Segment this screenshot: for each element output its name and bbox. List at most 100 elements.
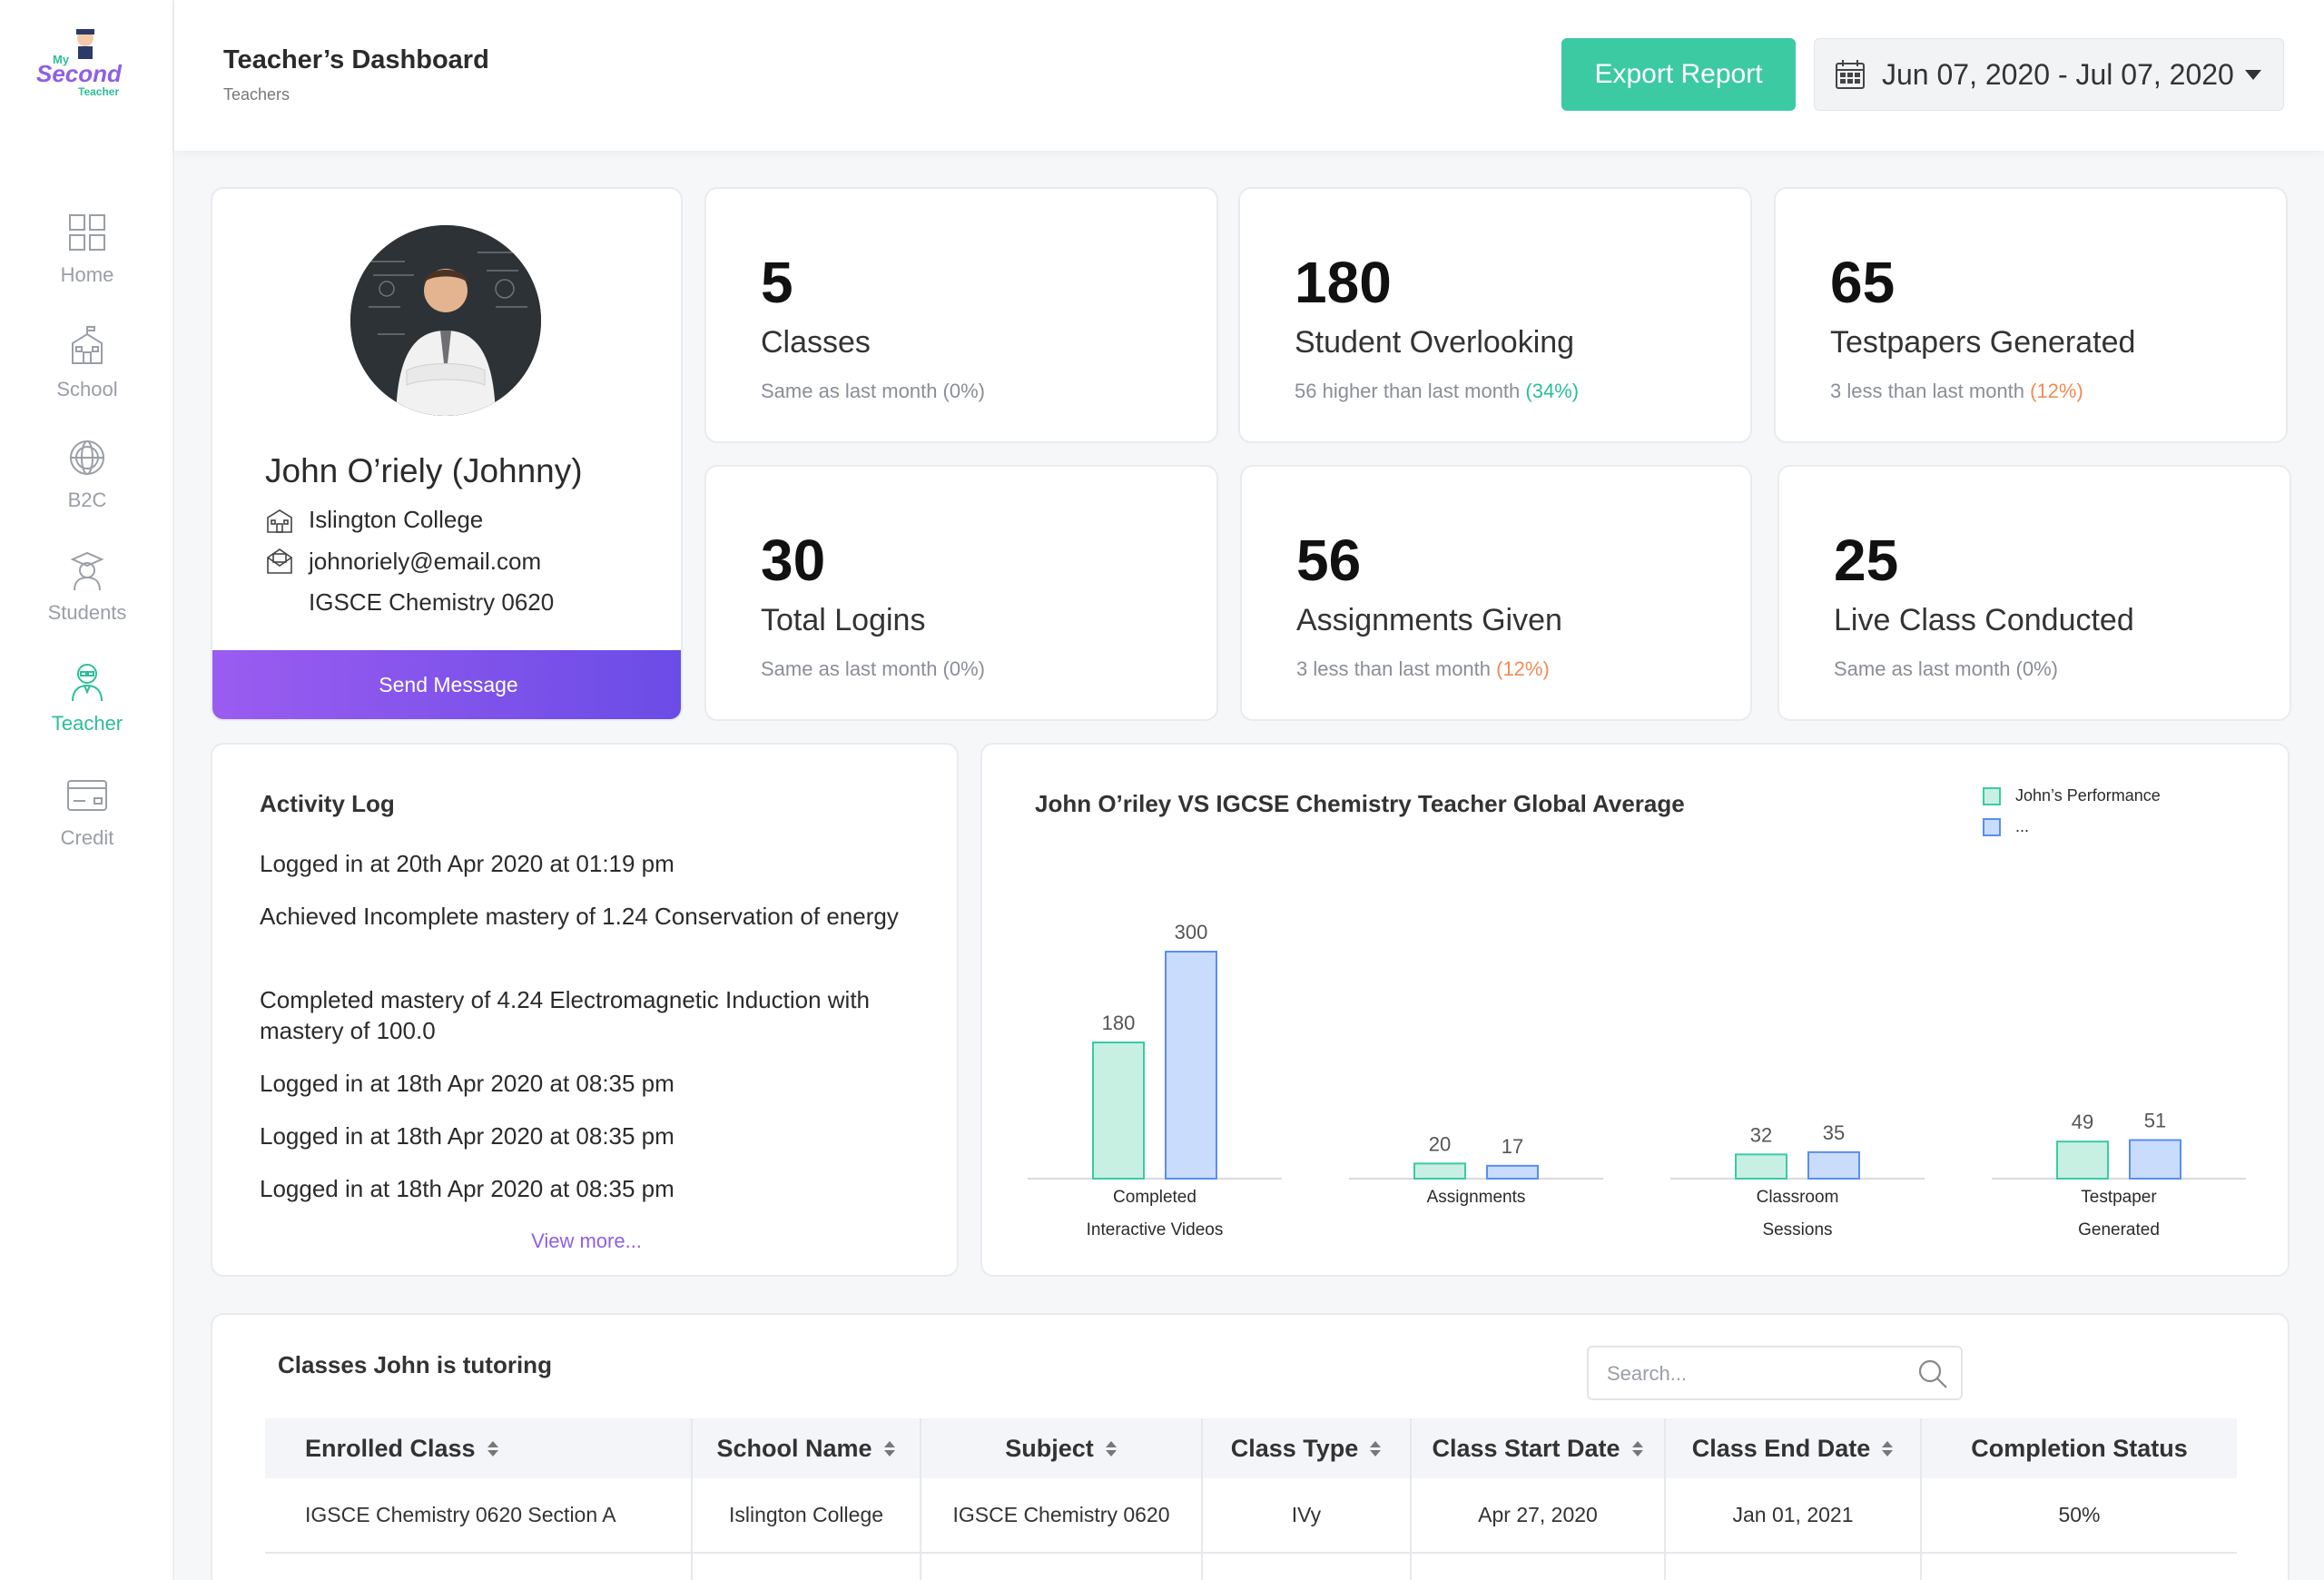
category-label: Completed <box>1113 1188 1196 1207</box>
activity-item: Completed mastery of 4.24 Electromagneti… <box>260 986 871 1044</box>
chart-title: John O’riley VS IGCSE Chemistry Teacher … <box>1035 790 1685 817</box>
sort-icon[interactable] <box>1369 1440 1382 1458</box>
bar[interactable] <box>2129 1139 2181 1180</box>
logo-line1: My <box>53 53 70 66</box>
column-header-class-end-date[interactable]: Class End Date <box>1665 1418 1922 1478</box>
avatar <box>350 225 541 416</box>
teacher-school: Islington College <box>309 505 484 533</box>
search-field[interactable] <box>1587 1346 1963 1400</box>
sort-icon[interactable] <box>487 1440 499 1458</box>
send-message-button[interactable]: Send Message <box>212 650 681 719</box>
bar-value-label: 20 <box>1429 1132 1451 1155</box>
activity-item: Logged in at 18th Apr 2020 at 08:35 pm <box>260 1175 675 1202</box>
bar-value-label: 32 <box>1750 1123 1772 1146</box>
column-header-subject[interactable]: Subject <box>921 1418 1203 1478</box>
stat-subtext: Same as last month (0%) <box>761 657 985 680</box>
category-label: Generated <box>2078 1220 2160 1239</box>
classes-table-card: Classes John is tutoring Enrolled Class … <box>211 1313 2290 1580</box>
sidebar-item-home[interactable]: Home <box>0 211 174 287</box>
search-input[interactable] <box>1607 1358 1906 1389</box>
teacher-name: John O’riely (Johnny) <box>265 452 583 489</box>
globe-icon <box>70 440 104 475</box>
mail-icon <box>267 548 292 574</box>
stat-value: 180 <box>1295 250 1392 315</box>
sort-icon[interactable] <box>883 1440 896 1458</box>
sidebar-item-b2c[interactable]: B2C <box>0 436 174 512</box>
bar[interactable] <box>2056 1141 2109 1180</box>
legend-label: John’s Performance <box>2015 786 2161 805</box>
breadcrumb[interactable]: Teachers <box>223 85 290 104</box>
sort-icon[interactable] <box>1881 1440 1894 1458</box>
cell-completion-status: 40% <box>1921 1553 2237 1580</box>
column-header-class-start-date[interactable]: Class Start Date <box>1411 1418 1666 1478</box>
activity-item: Logged in at 18th Apr 2020 at 08:35 pm <box>260 1070 675 1097</box>
cell-completion-status: 50% <box>1921 1478 2237 1554</box>
classes-table: Enrolled Class School Name Subject Class… <box>265 1418 2237 1580</box>
logo-line2: Second <box>36 60 123 87</box>
my-second-teacher-logo[interactable]: My Second Teacher <box>33 24 142 100</box>
stat-label: Student Overlooking <box>1295 325 1575 360</box>
sidebar-item-label: Teacher <box>51 712 123 735</box>
cell-start-date: Apr 27, 2020 <box>1411 1553 1666 1580</box>
legend-swatch <box>1983 817 2001 836</box>
cell-school-name: Islington College <box>692 1553 921 1580</box>
cell-school-name: Islington College <box>692 1478 921 1554</box>
legend-item-global-average[interactable]: ... <box>1983 817 2029 836</box>
classes-table-title: Classes John is tutoring <box>278 1351 552 1378</box>
stat-label: Testpapers Generated <box>1830 325 2136 360</box>
stat-value: 5 <box>761 250 793 315</box>
export-report-button[interactable]: Export Report <box>1561 38 1796 111</box>
bar[interactable] <box>1092 1042 1145 1180</box>
sidebar-item-label: Credit <box>60 826 114 849</box>
bar-value-label: 300 <box>1175 921 1208 943</box>
cell-start-date: Apr 27, 2020 <box>1411 1478 1666 1554</box>
activity-item: Logged in at 20th Apr 2020 at 01:19 pm <box>260 850 675 877</box>
date-range-picker[interactable]: Jun 07, 2020 - Jul 07, 2020 <box>1814 38 2284 111</box>
column-header-class-type[interactable]: Class Type <box>1202 1418 1412 1478</box>
cell-enrolled-class: IGSCE Chemistry 0620 Section B <box>265 1553 693 1580</box>
stat-subtext: Same as last month (0%) <box>1834 657 2058 680</box>
table-row[interactable]: IGSCE Chemistry 0620 Section B Islington… <box>265 1553 2237 1580</box>
legend-item-johns-performance[interactable]: John’s Performance <box>1983 786 2161 805</box>
bar[interactable] <box>1807 1150 1860 1180</box>
sidebar: My Second Teacher Home School B2C Studen… <box>0 0 174 1580</box>
bar[interactable] <box>1413 1162 1466 1180</box>
teacher-email[interactable]: johnoriely@email.com <box>309 547 542 575</box>
activity-log-title: Activity Log <box>260 790 395 817</box>
sidebar-item-credit[interactable]: Credit <box>0 774 174 850</box>
column-header-school-name[interactable]: School Name <box>692 1418 921 1478</box>
stat-delta: (12%) <box>1496 657 1550 680</box>
stat-value: 25 <box>1834 528 1899 593</box>
sidebar-item-label: School <box>56 378 118 400</box>
sidebar-item-students[interactable]: Students <box>0 548 174 625</box>
search-icon[interactable] <box>1917 1358 1948 1389</box>
sort-icon[interactable] <box>1105 1440 1118 1458</box>
teacher-course-row: IGSCE Chemistry 0620 <box>309 588 554 617</box>
bar[interactable] <box>1486 1164 1539 1180</box>
grid-icon <box>69 214 105 251</box>
table-row[interactable]: IGSCE Chemistry 0620 Section A Islington… <box>265 1478 2237 1554</box>
activity-item: Logged in at 18th Apr 2020 at 08:35 pm <box>260 1122 675 1150</box>
sidebar-item-label: Students <box>47 601 127 624</box>
stat-card-testpapers-generated: 65 Testpapers Generated 3 less than last… <box>1774 187 2288 443</box>
bar[interactable] <box>1165 951 1217 1180</box>
sidebar-item-label: Home <box>60 263 114 286</box>
legend-swatch <box>1983 786 2001 805</box>
stat-value: 65 <box>1830 250 1896 315</box>
teacher-school-row: Islington College <box>265 505 483 534</box>
sidebar-item-school[interactable]: School <box>0 325 174 401</box>
bar[interactable] <box>1735 1153 1787 1180</box>
cell-end-date: Jan 01, 2021 <box>1665 1553 1922 1580</box>
column-header-enrolled-class[interactable]: Enrolled Class <box>265 1418 693 1478</box>
top-header: Teacher’s Dashboard Teachers Export Repo… <box>174 0 2324 151</box>
view-more-link[interactable]: View more... <box>531 1229 642 1252</box>
bar-value-label: 17 <box>1502 1135 1523 1158</box>
cell-class-type: IVy <box>1202 1553 1412 1580</box>
stat-label: Assignments Given <box>1296 603 1562 637</box>
sidebar-item-teacher[interactable]: Teacher <box>0 659 174 736</box>
cell-subject: IGSCE Chemistry 0620 <box>921 1478 1203 1554</box>
teacher-profile-card: John O’riely (Johnny) Islington College … <box>211 187 683 721</box>
table-header-row: Enrolled Class School Name Subject Class… <box>265 1418 2237 1478</box>
performance-chart-card: John O’riley VS IGCSE Chemistry Teacher … <box>980 743 2290 1277</box>
sort-icon[interactable] <box>1631 1440 1644 1458</box>
